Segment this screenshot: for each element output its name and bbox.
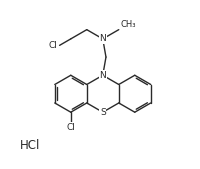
Text: N: N <box>99 71 106 80</box>
Text: S: S <box>100 108 106 117</box>
Text: Cl: Cl <box>66 123 75 132</box>
Text: HCl: HCl <box>20 139 40 152</box>
Text: CH₃: CH₃ <box>120 20 136 29</box>
Text: Cl: Cl <box>48 41 57 50</box>
Text: N: N <box>99 34 106 43</box>
